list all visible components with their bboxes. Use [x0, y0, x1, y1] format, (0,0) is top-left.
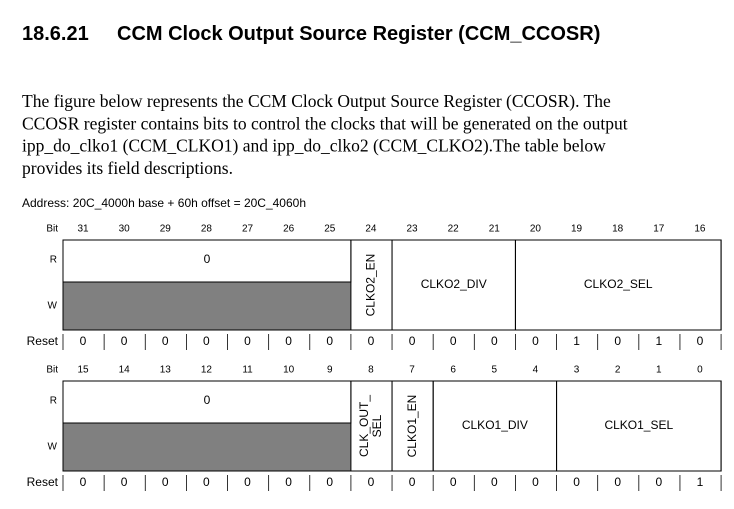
field-name: CLKO1_DIV: [462, 418, 528, 432]
bit-number: 10: [283, 365, 295, 376]
bit-number: 23: [406, 224, 418, 235]
address: Address: 20C_4000h base + 60h offset = 2…: [22, 196, 306, 210]
reset-label: Reset: [27, 475, 59, 489]
bit-number: 16: [694, 224, 706, 235]
reset-value: 0: [450, 334, 457, 348]
reset-value: 0: [162, 334, 169, 348]
field-name: CLKO1_EN: [405, 395, 419, 458]
bit-number: 30: [119, 224, 131, 235]
reserved-write: [63, 423, 351, 471]
bit-number: 17: [653, 224, 665, 235]
reset-value: 0: [285, 334, 292, 348]
reset-value: 0: [326, 475, 333, 489]
bit-number: 27: [242, 224, 254, 235]
bit-number: 20: [530, 224, 542, 235]
field-name: CLKO1_SEL: [604, 418, 673, 432]
reset-value: 0: [409, 334, 416, 348]
section-title: CCM Clock Output Source Register (CCM_CC…: [117, 23, 600, 45]
bit-number: 4: [533, 365, 539, 376]
reset-value: 0: [614, 334, 621, 348]
bit-label: Bit: [46, 224, 58, 235]
reserved-value: 0: [204, 393, 211, 407]
bit-number: 5: [492, 365, 498, 376]
reset-value: 0: [368, 334, 375, 348]
reset-label: Reset: [27, 334, 59, 348]
bit-number: 3: [574, 365, 580, 376]
reset-value: 0: [244, 334, 251, 348]
bit-number: 8: [368, 365, 374, 376]
register-border: [62, 239, 722, 331]
bit-number: 6: [450, 365, 456, 376]
bit-number: 2: [615, 365, 621, 376]
bit-number: 1: [656, 365, 662, 376]
w-label: W: [48, 442, 58, 453]
reset-value: 0: [244, 475, 251, 489]
r-label: R: [50, 255, 57, 266]
reset-value: 0: [573, 475, 580, 489]
reset-value: 0: [655, 475, 662, 489]
reset-value: 0: [697, 334, 704, 348]
field-name: CLK_OUT_: [357, 395, 371, 457]
bit-number: 7: [409, 365, 415, 376]
paragraph-line: ipp_do_clko1 (CCM_CLKO1) and ipp_do_clko…: [22, 136, 606, 156]
bit-number: 14: [119, 365, 131, 376]
bit-number: 26: [283, 224, 295, 235]
reset-value: 0: [203, 475, 210, 489]
bit-number: 11: [242, 365, 253, 376]
bit-number: 19: [571, 224, 583, 235]
register-border: [62, 380, 722, 472]
bit-number: 0: [697, 365, 703, 376]
paragraph-line: CCOSR register contains bits to control …: [22, 113, 628, 133]
reset-value: 0: [162, 475, 169, 489]
reset-value: 0: [532, 475, 539, 489]
reserved-value: 0: [204, 252, 211, 266]
reset-value: 0: [450, 475, 457, 489]
reset-value: 0: [491, 475, 498, 489]
bit-label: Bit: [46, 365, 58, 376]
bit-number: 24: [365, 224, 377, 235]
bit-number: 29: [160, 224, 172, 235]
reset-value: 0: [326, 334, 333, 348]
bit-number: 25: [324, 224, 336, 235]
reset-value: 0: [121, 475, 128, 489]
bit-number: 12: [201, 365, 213, 376]
field-name: CLKO2_EN: [364, 254, 378, 317]
reset-value: 0: [80, 334, 87, 348]
reset-value: 0: [614, 475, 621, 489]
bit-number: 22: [448, 224, 460, 235]
bit-number: 9: [327, 365, 333, 376]
reset-value: 0: [285, 475, 292, 489]
reset-value: 1: [697, 475, 704, 489]
reset-value: 1: [573, 334, 580, 348]
bit-number: 15: [77, 365, 89, 376]
section-number: 18.6.21: [22, 23, 89, 45]
reset-value: 0: [491, 334, 498, 348]
w-label: W: [48, 301, 58, 312]
paragraph-line: provides its field descriptions.: [22, 158, 233, 178]
paragraph-line: The figure below represents the CCM Cloc…: [22, 91, 611, 111]
reset-value: 0: [409, 475, 416, 489]
reset-value: 0: [80, 475, 87, 489]
bit-number: 21: [489, 224, 501, 235]
field-name: CLKO2_DIV: [421, 277, 487, 291]
reset-value: 0: [203, 334, 210, 348]
bit-number: 18: [612, 224, 624, 235]
bit-number: 31: [77, 224, 89, 235]
field-name: CLKO2_SEL: [584, 277, 653, 291]
reset-value: 0: [368, 475, 375, 489]
reset-value: 0: [532, 334, 539, 348]
r-label: R: [50, 396, 57, 407]
field-name: SEL: [370, 414, 384, 437]
bit-number: 28: [201, 224, 213, 235]
reset-value: 1: [655, 334, 662, 348]
reset-value: 0: [121, 334, 128, 348]
reserved-write: [63, 282, 351, 330]
bit-number: 13: [160, 365, 172, 376]
